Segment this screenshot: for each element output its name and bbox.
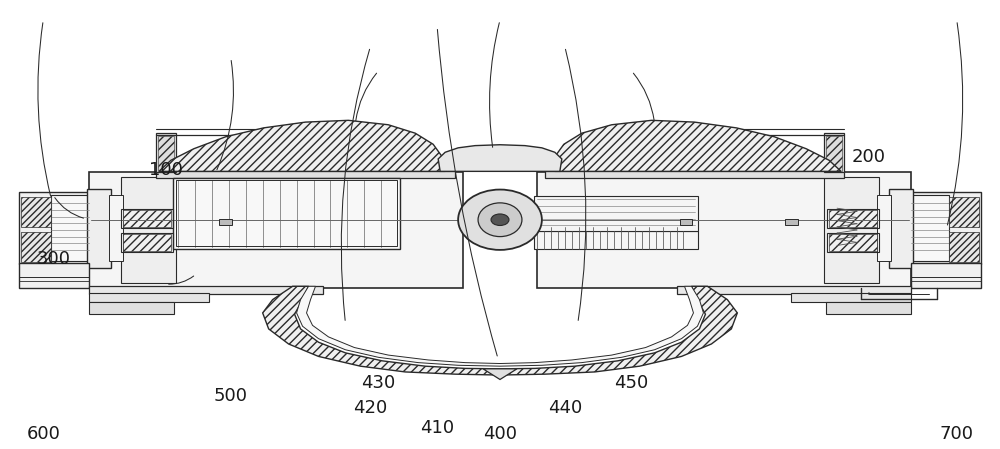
Ellipse shape [491,214,509,225]
Text: 420: 420 [353,399,387,417]
Bar [826,136,842,172]
Text: 440: 440 [548,399,582,417]
Text: 700: 700 [940,425,974,443]
Bar [949,232,979,262]
Bar [949,197,979,227]
Bar [156,172,455,177]
Bar [21,197,51,227]
Bar [121,177,176,283]
Bar [123,234,171,251]
Bar [156,133,176,172]
Bar [89,302,174,314]
Bar [680,219,692,224]
Polygon shape [159,120,445,172]
Text: 600: 600 [26,425,60,443]
Bar [545,172,844,177]
Bar [534,231,698,249]
Bar [826,302,911,314]
Bar [123,210,171,227]
Polygon shape [438,145,562,172]
Polygon shape [297,286,703,366]
Ellipse shape [458,189,542,250]
Bar [89,293,209,302]
Bar [877,195,891,261]
Bar [534,196,698,231]
Bar [89,172,463,288]
Bar [51,195,89,261]
Bar [173,177,400,249]
Bar [791,293,911,302]
Bar [158,136,174,172]
Bar [827,209,879,228]
Ellipse shape [478,203,522,237]
Bar [21,232,51,262]
Bar [19,192,89,264]
Bar [827,233,879,252]
Text: 430: 430 [361,374,395,392]
Text: 300: 300 [36,250,70,268]
Bar [829,210,877,227]
Bar [911,263,981,288]
Bar [911,192,981,264]
Text: 400: 400 [483,425,517,443]
Bar [677,286,911,294]
Polygon shape [555,120,841,172]
Bar [785,219,798,224]
Bar [219,219,232,224]
Text: 100: 100 [149,161,183,179]
Bar [911,195,949,261]
Bar [121,209,173,228]
Bar [19,263,89,288]
Bar [109,195,123,261]
Text: 450: 450 [615,374,649,392]
Bar [824,177,879,283]
Bar [176,180,397,247]
Text: 500: 500 [214,387,248,405]
Text: 200: 200 [852,148,886,166]
Polygon shape [483,369,517,379]
Bar [121,233,173,252]
Bar [87,189,111,268]
Text: 410: 410 [420,418,454,436]
Bar [89,286,323,294]
Bar [889,189,913,268]
Bar [537,172,911,288]
Polygon shape [263,286,737,375]
Bar [824,133,844,172]
Bar [829,234,877,251]
